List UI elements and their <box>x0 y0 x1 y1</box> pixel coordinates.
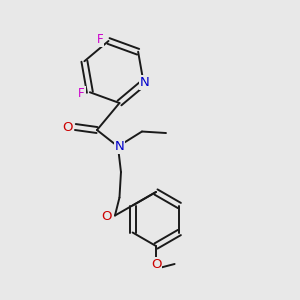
Text: N: N <box>115 140 124 153</box>
Text: F: F <box>78 87 85 100</box>
Text: O: O <box>63 121 73 134</box>
Text: F: F <box>97 33 104 46</box>
Text: O: O <box>101 210 112 223</box>
Text: N: N <box>140 76 150 89</box>
Text: O: O <box>151 258 161 272</box>
